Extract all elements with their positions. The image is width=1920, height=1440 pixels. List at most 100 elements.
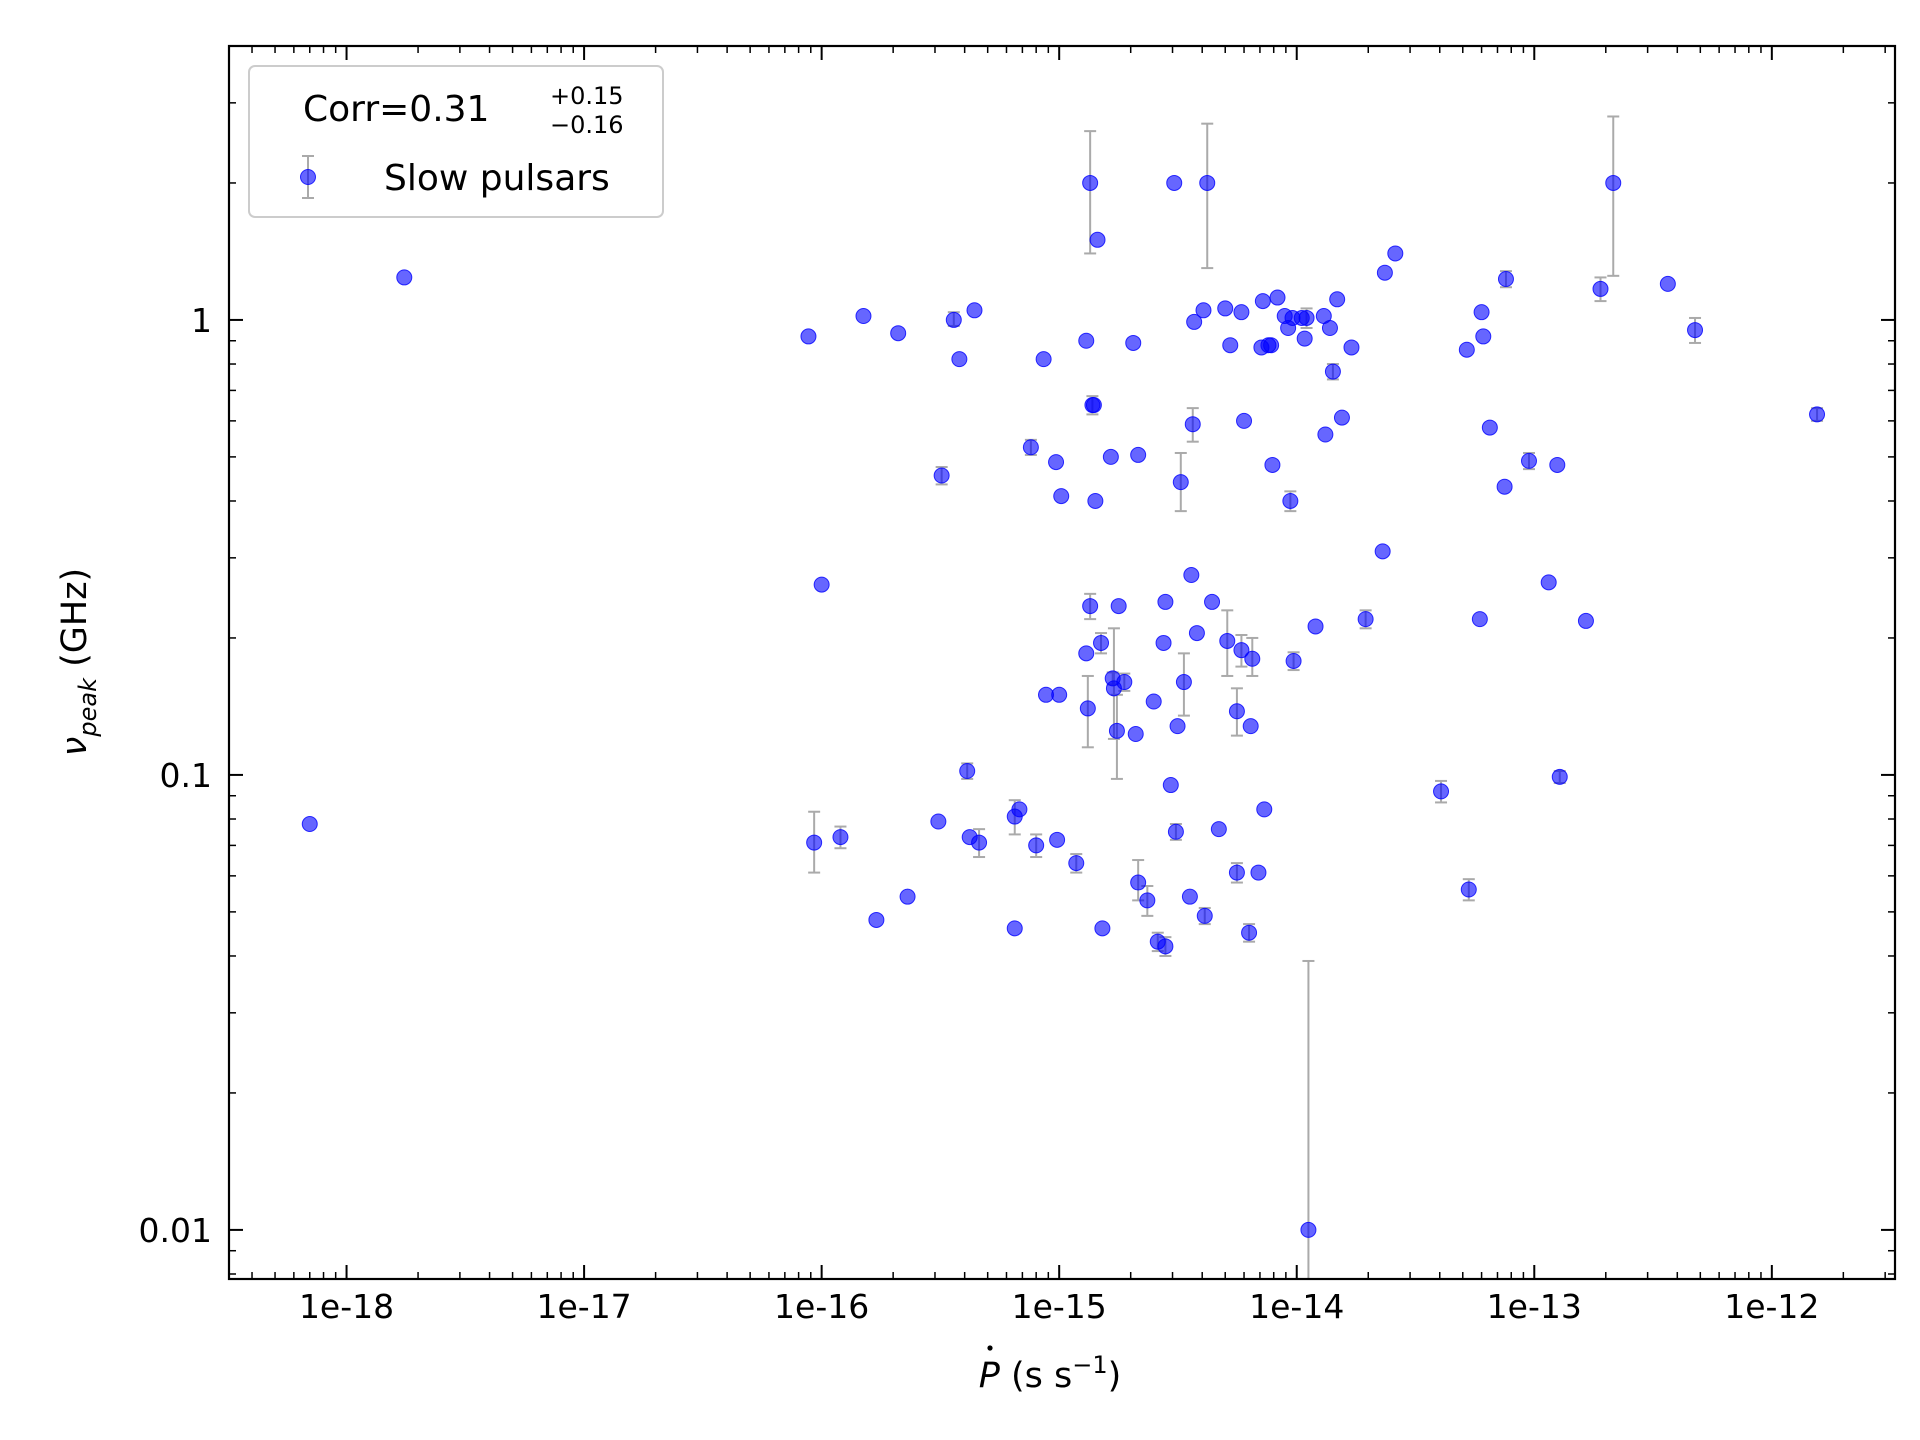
data-point [1068,855,1085,872]
data-point [1110,598,1127,615]
data-point [1172,474,1189,491]
data-point [1317,426,1334,443]
x-tick-label: 1e-14 [1249,1287,1344,1326]
x-tick-label: 1e-12 [1724,1287,1819,1326]
data-point [1166,174,1183,191]
data-point [1006,920,1023,937]
data-point [1473,304,1490,321]
data-point [1433,783,1450,800]
data-point [1256,801,1273,818]
svg-text:P (s s−1): P (s s−1) [979,1351,1122,1396]
data-point [1244,650,1261,667]
data-point [1022,439,1039,456]
data-point [1324,363,1341,380]
data-point [1236,412,1253,429]
data-point [1082,174,1099,191]
x-axis-label: P (s s−1) [979,1345,1122,1396]
data-point [1195,302,1212,319]
tick-layer [229,45,1895,1279]
data-point [966,302,983,319]
data-point [1659,275,1676,292]
x-tick-label: 1e-15 [1012,1287,1107,1326]
data-point [1087,492,1104,509]
data-point [1376,264,1393,281]
data-point [1051,686,1068,703]
data-point [1145,693,1162,710]
data-point [1048,454,1065,471]
data-point [1028,837,1045,854]
y-tick-label: 0.01 [139,1211,212,1250]
data-point [1167,823,1184,840]
data-point [1592,280,1609,297]
data-point [1181,888,1198,905]
data-point [1183,567,1200,584]
y-axis-label: νpeak (GHz) [55,568,102,756]
data-point [1333,409,1350,426]
data-point [1217,300,1234,317]
svg-text:νpeak (GHz): νpeak (GHz) [55,568,102,756]
data-point [930,813,947,830]
data-point [1577,612,1594,629]
p-dot-accent [987,1345,993,1351]
data-point [1228,864,1245,881]
data-point [1094,920,1111,937]
data-point [1285,652,1302,669]
data-point [1374,543,1391,560]
data-point [800,328,817,345]
data-point [1551,768,1568,785]
data-point [1233,304,1250,321]
data-point [1282,492,1299,509]
data-point [1307,618,1324,635]
data-point [890,325,907,342]
data-point [1298,309,1315,326]
data-point [868,911,885,928]
data-point [899,888,916,905]
data-point [1078,332,1095,349]
data-point [1481,419,1498,436]
data-point [1296,330,1313,347]
data-point [1471,611,1488,628]
data-point [1241,924,1258,941]
data-point [1130,874,1147,891]
data-point [1520,452,1537,469]
data-point [1357,611,1374,628]
data-point [1605,174,1622,191]
data-point [1162,777,1179,794]
data-point [1093,634,1110,651]
data-point [1343,339,1360,356]
data-point [1204,593,1221,610]
data-point [1175,674,1192,691]
data-point [1321,319,1338,336]
data-point [1186,313,1203,330]
data-point [1387,245,1404,262]
data-point [1049,831,1066,848]
data-point [945,311,962,328]
legend: Corr=0.31 +0.15 −0.16 Slow pulsars [248,65,664,218]
x-tick-label: 1e-18 [299,1287,394,1326]
data-point [1130,446,1147,463]
point-layer [301,174,1826,1238]
data-point [1687,322,1704,339]
data-point [1497,271,1514,288]
data-point [1078,645,1095,662]
data-point [1254,293,1271,310]
x-tick-label: 1e-17 [536,1287,631,1326]
data-point [1085,397,1102,414]
data-point [1127,726,1144,743]
data-point [1102,448,1119,465]
data-point [1250,864,1267,881]
x-tick-label: 1e-16 [774,1287,869,1326]
data-point [1155,634,1172,651]
data-point [971,834,988,851]
data-point [832,829,849,846]
data-point [1196,907,1213,924]
data-point [1079,700,1096,717]
data-point [1460,881,1477,898]
y-tick-label: 1 [191,301,212,340]
data-point [1219,632,1236,649]
data-point [1233,642,1250,659]
data-point [1157,593,1174,610]
data-point [855,308,872,325]
data-point [1496,478,1513,495]
